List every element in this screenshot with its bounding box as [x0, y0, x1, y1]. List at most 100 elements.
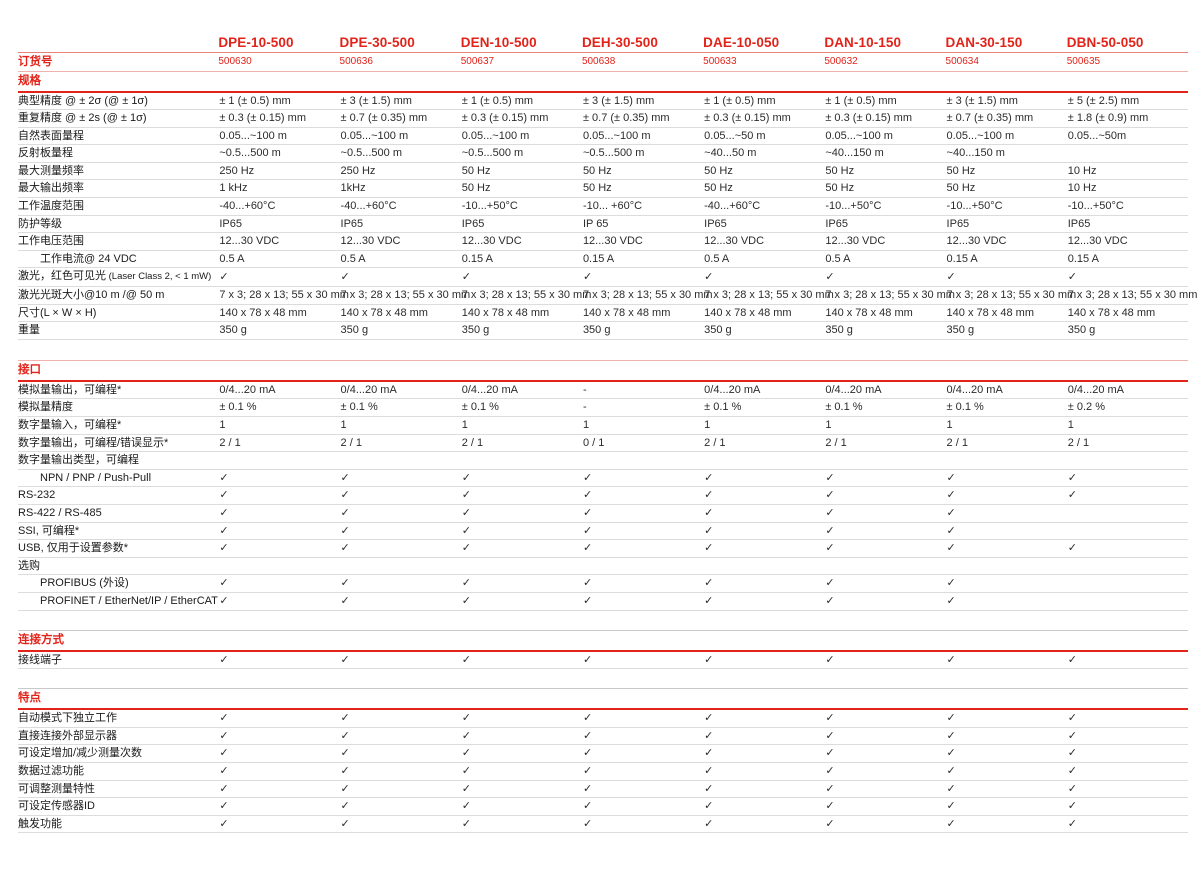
- table-row: SSI, 可编程* ✓ ✓ ✓ ✓ ✓ ✓ ✓: [18, 522, 1188, 541]
- check-mark-cell: ✓: [339, 727, 461, 746]
- row-label-text: 尺寸(L × W × H): [18, 306, 97, 319]
- check-mark-cell: ✓: [581, 592, 704, 611]
- table-row: 自然表面量程 0.05...~100 m 0.05...~100 m 0.05...~…: [18, 127, 1188, 146]
- cell-value: IP65: [824, 215, 946, 234]
- row-label: 接线端子: [18, 650, 219, 670]
- check-mark-cell: ✓: [1066, 727, 1188, 746]
- cell-value: 140 x 78 x 48 mm: [824, 304, 946, 323]
- cell-value: IP65: [703, 215, 825, 234]
- row-label-text: 触发功能: [18, 817, 62, 830]
- table-row: 自动模式下独立工作 ✓ ✓ ✓ ✓ ✓ ✓ ✓ ✓: [18, 709, 1188, 728]
- check-mark-cell: ✓: [945, 469, 1067, 488]
- order-number-value: 500630: [218, 51, 340, 72]
- cell-value: -10...+50°C: [460, 197, 582, 216]
- cell-value: [1066, 522, 1188, 541]
- row-label: 最大测量频率: [18, 162, 219, 181]
- order-number-row: 订货号 500630 500636 500637 500638 500633 500632 5…: [18, 51, 1188, 72]
- row-label: 防护等级: [18, 215, 219, 234]
- row-label: 触发功能: [18, 815, 219, 834]
- check-mark-cell: ✓: [1066, 539, 1188, 558]
- column-header-row: DPE-10-500 DPE-30-500 DEN-10-500 DEH-30-500…: [18, 26, 1188, 52]
- order-number-value: 500636: [339, 51, 461, 72]
- check-mark-cell: ✓: [218, 539, 340, 558]
- check-mark-cell: ✓: [824, 815, 946, 834]
- section-header-connection: 连接方式: [18, 629, 1188, 652]
- column-header-model: DBN-50-050: [1066, 34, 1144, 50]
- table-row: 重量 350 g 350 g 350 g 350 g 350 g 350 g 350 g 350…: [18, 321, 1188, 340]
- cell-value: 0.05...~100 m: [581, 127, 704, 146]
- cell-value: ± 3 (± 1.5) mm: [339, 91, 461, 111]
- column-header-model: DAN-30-150: [945, 34, 1023, 50]
- check-mark-cell: ✓: [581, 574, 704, 593]
- row-label-note: (Laser Class 2, < 1 mW): [106, 271, 212, 283]
- check-mark-cell: ✓: [339, 267, 461, 288]
- column-header-model: DPE-10-500: [218, 34, 294, 50]
- cell-value: ± 1 (± 0.5) mm: [824, 91, 946, 111]
- table-row: 尺寸(L × W × H) 140 x 78 x 48 mm 140 x 78 x …: [18, 304, 1188, 323]
- check-mark-cell: ✓: [703, 815, 825, 834]
- table-row: 接线端子 ✓ ✓ ✓ ✓ ✓ ✓ ✓ ✓: [18, 650, 1188, 670]
- check-mark-cell: ✓: [339, 469, 461, 488]
- cell-value: 50 Hz: [460, 162, 582, 181]
- row-label-text: NPN / PNP / Push-Pull: [40, 471, 152, 484]
- cell-value: -40...+60°C: [339, 197, 461, 216]
- cell-value: 0.15 A: [460, 250, 582, 269]
- spacer-cell: [18, 339, 1188, 360]
- cell-value: [945, 451, 1067, 470]
- cell-value: 0.05...~100 m: [945, 127, 1067, 146]
- check-mark-cell: ✓: [945, 709, 1067, 728]
- cell-value: ± 0.1 %: [460, 398, 582, 417]
- check-mark-cell: ✓: [1066, 744, 1188, 763]
- row-label: RS-422 / RS-485: [18, 504, 219, 523]
- table-row: 模拟量输出，可编程* 0/4...20 mA 0/4...20 mA 0/4...20…: [18, 380, 1188, 400]
- row-label-text: 可设定增加/减少测量次数: [18, 747, 143, 760]
- cell-value: 10 Hz: [1066, 162, 1188, 181]
- check-mark-cell: ✓: [218, 267, 340, 288]
- check-mark-cell: ✓: [460, 727, 582, 746]
- spacer-row: [18, 610, 1188, 631]
- row-label-text: 直接连接外部显示器: [18, 729, 117, 742]
- check-mark-cell: ✓: [218, 709, 340, 728]
- cell-value: 1: [339, 416, 461, 435]
- cell-value: 50 Hz: [703, 179, 825, 199]
- row-label: 自然表面量程: [18, 127, 219, 146]
- check-mark-cell: ✓: [581, 762, 704, 781]
- table-row: RS-232 ✓ ✓ ✓ ✓ ✓ ✓ ✓ ✓: [18, 486, 1188, 505]
- cell-value: 0.5 A: [339, 250, 461, 269]
- check-mark-cell: ✓: [581, 744, 704, 763]
- cell-value: ± 0.1 %: [945, 398, 1067, 417]
- check-mark-cell: ✓: [460, 797, 582, 816]
- check-mark-cell: ✓: [581, 267, 704, 288]
- check-mark-cell: ✓: [339, 650, 461, 670]
- row-label-text: 可调整测量特性: [18, 782, 95, 795]
- section-title: 接口: [18, 359, 1188, 382]
- section-header-spec: 规格: [18, 71, 1188, 93]
- cell-value: ± 3 (± 1.5) mm: [945, 91, 1067, 111]
- check-mark-cell: ✓: [581, 486, 704, 505]
- check-mark-cell: ✓: [460, 592, 582, 611]
- cell-value: [1066, 592, 1188, 611]
- row-label: 数据过滤功能: [18, 762, 219, 781]
- row-label: 自动模式下独立工作: [18, 709, 219, 728]
- cell-value: [218, 451, 340, 470]
- check-mark-cell: ✓: [824, 504, 946, 523]
- cell-value: 1kHz: [339, 179, 461, 199]
- cell-value: 140 x 78 x 48 mm: [703, 304, 825, 323]
- column-header-model: DEH-30-500: [581, 34, 658, 50]
- check-mark-cell: ✓: [1066, 267, 1188, 288]
- cell-value: 0/4...20 mA: [218, 380, 340, 400]
- cell-value: ~0.5...500 m: [581, 144, 704, 163]
- check-mark-cell: ✓: [218, 522, 340, 541]
- cell-value: 7 x 3; 28 x 13; 55 x 30 mm: [824, 286, 955, 305]
- cell-value: ~0.5...500 m: [218, 144, 340, 163]
- cell-value: 350 g: [824, 321, 946, 340]
- check-mark-cell: ✓: [581, 709, 704, 728]
- row-label-text: 最大测量频率: [18, 164, 84, 177]
- check-mark-cell: ✓: [460, 486, 582, 505]
- row-label-text: PROFIBUS (外设): [40, 577, 129, 590]
- check-mark-cell: ✓: [945, 797, 1067, 816]
- cell-value: [703, 451, 825, 470]
- table-row: 激光，红色可见光 (Laser Class 2, < 1 mW) ✓ ✓ ✓ ✓ ✓ ✓ ✓ ✓: [18, 267, 1188, 288]
- check-mark-cell: ✓: [703, 780, 825, 799]
